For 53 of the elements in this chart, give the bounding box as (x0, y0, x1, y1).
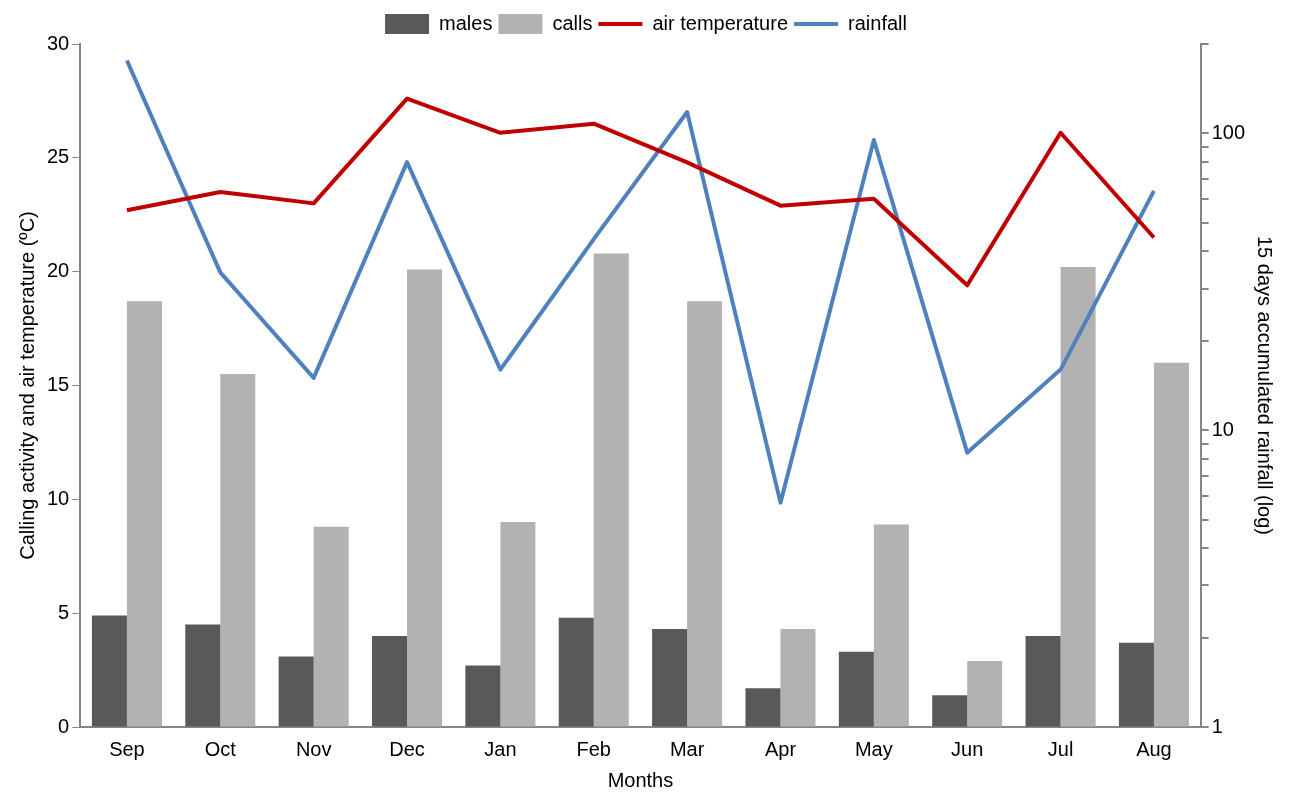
bar (593, 253, 629, 727)
bar (91, 615, 127, 727)
bar (1060, 267, 1096, 727)
bar (126, 301, 162, 727)
x-tick-label: Jun (951, 737, 984, 760)
bar (465, 665, 501, 727)
y-tick-label: 5 (58, 600, 70, 623)
x-tick-label: May (854, 737, 893, 760)
bar (313, 526, 349, 727)
x-tick-label: Aug (1136, 737, 1172, 760)
y2-tick-label: 1 (1211, 714, 1223, 737)
bar (873, 524, 909, 727)
x-tick-label: Sep (109, 737, 145, 760)
y-tick-label: 30 (47, 31, 70, 54)
x-tick-label: Oct (204, 737, 237, 760)
x-tick-label: Jul (1047, 737, 1074, 760)
x-tick-label: Mar (669, 737, 705, 760)
bar (1025, 635, 1061, 727)
legend-label: males (439, 11, 493, 34)
x-tick-label: Nov (295, 737, 332, 760)
x-tick-label: Dec (389, 737, 425, 760)
bar (652, 629, 688, 727)
bar (967, 660, 1003, 727)
x-tick-label: Apr (764, 737, 797, 760)
bar (745, 688, 781, 727)
bar (1153, 362, 1189, 727)
x-axis-title: Months (607, 768, 674, 791)
y2-tick-label: 10 (1211, 417, 1234, 440)
bar (372, 635, 408, 727)
y-tick-label: 10 (47, 486, 70, 509)
legend-label: rainfall (848, 11, 907, 34)
bar (407, 269, 443, 727)
y-tick-label: 0 (58, 714, 70, 737)
x-tick-label: Feb (576, 737, 611, 760)
bar (278, 656, 314, 727)
bar (838, 651, 874, 727)
bar (780, 629, 816, 727)
bar (932, 695, 968, 727)
bar (687, 301, 723, 727)
bar (1118, 642, 1154, 727)
bar (500, 522, 536, 727)
legend-label: air temperature (652, 11, 789, 34)
y-tick-label: 20 (47, 259, 70, 282)
y-tick-label: 15 (47, 373, 70, 396)
bar (185, 624, 221, 727)
x-tick-label: Jan (484, 737, 517, 760)
y2-axis-title: 15 days accumulated rainfall (log) (1254, 235, 1277, 536)
y-axis-title: Calling activity and air temperature (ºC) (15, 211, 38, 560)
y2-tick-label: 100 (1211, 120, 1246, 143)
bar (558, 617, 594, 727)
y-tick-label: 25 (47, 145, 70, 168)
legend-label: calls (552, 11, 593, 34)
bar (220, 374, 256, 727)
